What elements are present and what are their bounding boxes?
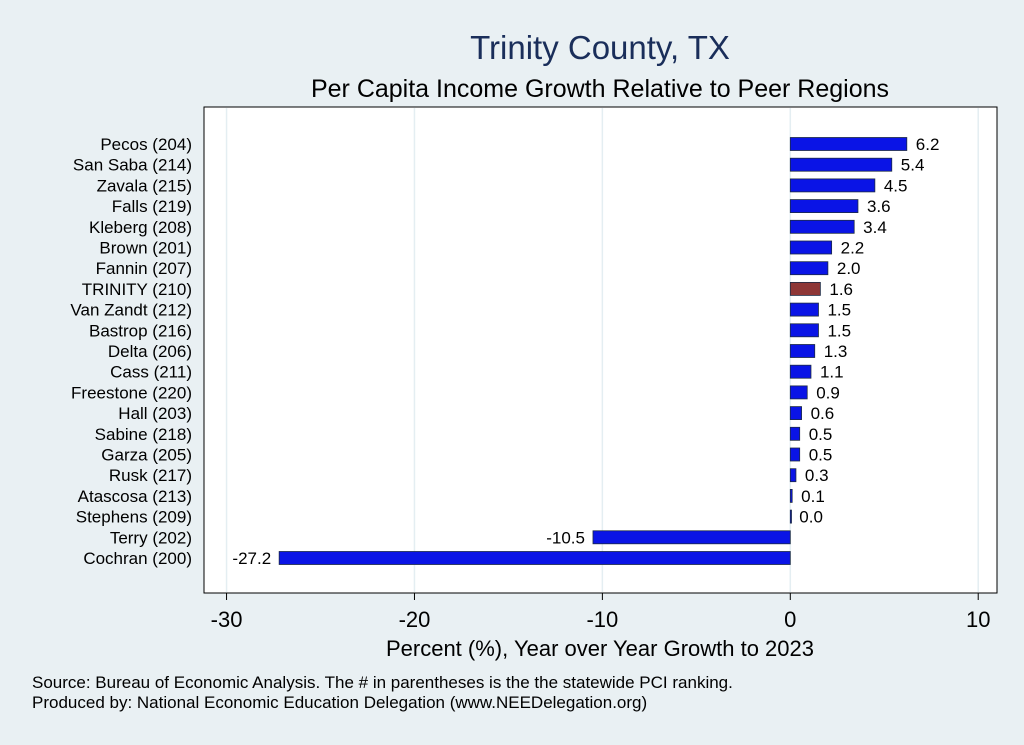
x-tick-label: -20 [399, 607, 431, 632]
category-labels: Pecos (204) San Saba (214)Zavala (215) Fal… [70, 135, 192, 568]
bar [789, 468, 797, 483]
value-label: 3.6 [867, 197, 891, 216]
bar [789, 406, 802, 421]
value-label: 0.5 [809, 446, 833, 465]
bar-chart: Trinity County, TX Per Capita Income Gro… [70, 29, 998, 661]
bar [789, 364, 812, 379]
chart-subtitle: Per Capita Income Growth Relative to Pee… [311, 75, 889, 103]
bar [789, 488, 793, 503]
category-label: Terry (202) [110, 528, 192, 547]
category-label: Kleberg (208) [89, 218, 192, 237]
bar [789, 426, 801, 441]
value-label: 0.9 [816, 383, 840, 402]
category-label: Garza (205) [101, 446, 192, 465]
category-label: Bastrop (216) [89, 321, 192, 340]
x-axis: -30 -20 -10 0 10 [211, 593, 990, 632]
bar [789, 302, 819, 317]
category-label: Atascosa (213) [78, 487, 192, 506]
x-axis-label: Percent (%), Year over Year Growth to 20… [386, 636, 814, 661]
value-label: 1.5 [827, 321, 851, 340]
category-label: San Saba (214) [73, 156, 192, 175]
category-label: TRINITY (210) [82, 280, 192, 299]
value-label: -10.5 [546, 528, 585, 547]
value-label: 0.1 [801, 487, 825, 506]
bar [789, 157, 893, 172]
bar [789, 261, 829, 276]
value-label: 4.5 [884, 176, 908, 195]
category-label: Zavala (215) [97, 176, 192, 195]
category-label: Freestone (220) [71, 383, 192, 402]
category-label: Brown (201) [99, 239, 192, 258]
category-label: Fannin (207) [96, 259, 192, 278]
category-label: Cochran (200) [83, 549, 192, 568]
value-label: 0.6 [811, 404, 835, 423]
category-label: Sabine (218) [95, 425, 192, 444]
source-footnote: Source: Bureau of Economic Analysis. The… [32, 673, 733, 692]
value-label: 1.6 [829, 280, 853, 299]
category-label: Rusk (217) [109, 466, 192, 485]
bar [789, 199, 859, 214]
value-label: 6.2 [916, 135, 940, 154]
value-label: 1.1 [820, 363, 844, 382]
bar [278, 551, 791, 565]
bar [789, 240, 833, 255]
value-label: 0.5 [809, 425, 833, 444]
bars [278, 137, 908, 565]
bar-highlight [789, 281, 821, 296]
value-label: 2.0 [837, 259, 861, 278]
value-label: 3.4 [863, 218, 887, 237]
bar [789, 219, 855, 234]
category-label: Pecos (204) [100, 135, 192, 154]
category-label: Falls (219) [112, 197, 192, 216]
value-label: 0.0 [799, 508, 823, 527]
value-labels: 6.2 5.44.5 3.6 3.4 2.22.0 1.6 1.51.5 1.3 1.10.9 0… [232, 135, 939, 568]
x-tick-label: 10 [966, 607, 990, 632]
value-label: 0.3 [805, 466, 829, 485]
value-label: 1.3 [824, 342, 848, 361]
bar [789, 323, 819, 338]
x-tick-label: 0 [784, 607, 796, 632]
value-label: 1.5 [827, 301, 851, 320]
x-tick-label: -30 [211, 607, 243, 632]
bar [592, 530, 791, 545]
x-tick-label: -10 [586, 607, 618, 632]
category-label: Stephens (209) [76, 508, 192, 527]
category-label: Van Zandt (212) [70, 301, 192, 320]
category-label: Delta (206) [108, 342, 192, 361]
bar [789, 509, 792, 524]
bar [789, 385, 808, 400]
category-label: Hall (203) [118, 404, 192, 423]
bar [789, 344, 816, 358]
bar [789, 137, 908, 151]
producer-footnote: Produced by: National Economic Education… [32, 693, 648, 712]
category-label: Cass (211) [110, 363, 192, 382]
plot-area [203, 106, 998, 594]
value-label: 2.2 [841, 239, 865, 258]
bar [789, 178, 876, 193]
chart-title: Trinity County, TX [470, 29, 730, 66]
value-label: -27.2 [232, 549, 271, 568]
bar [789, 447, 801, 462]
value-label: 5.4 [901, 156, 925, 175]
